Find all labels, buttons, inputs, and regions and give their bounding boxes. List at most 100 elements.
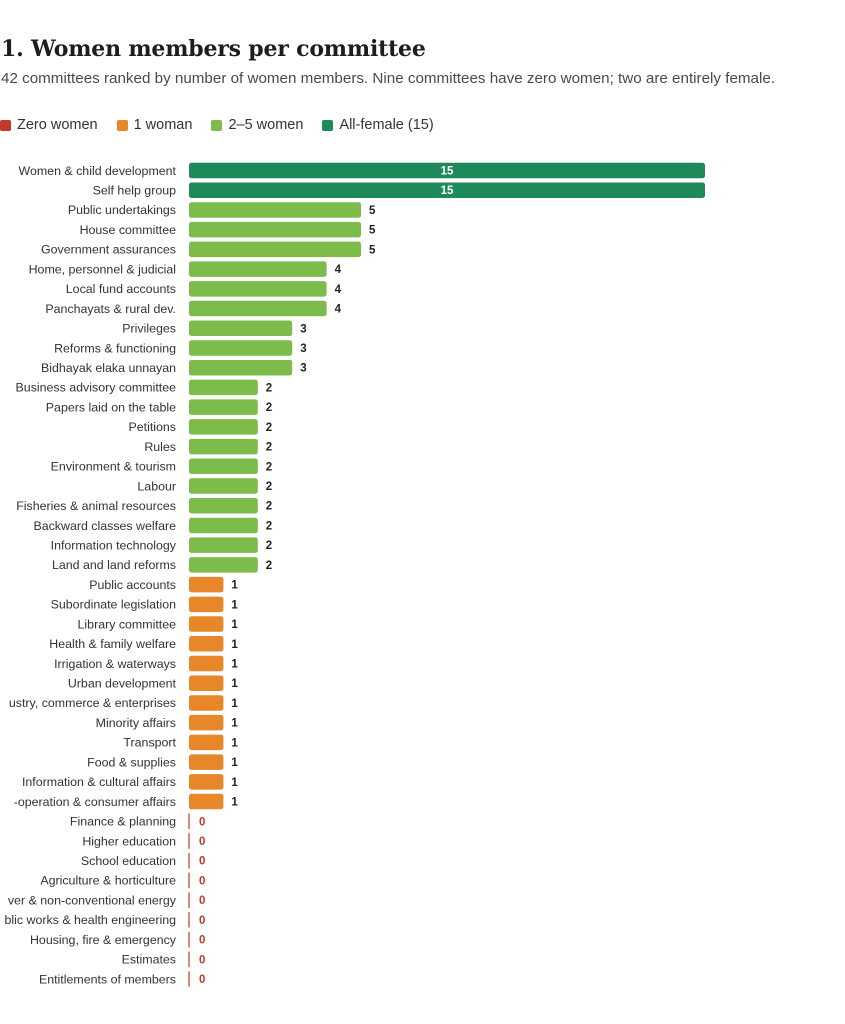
- value-label: 0: [199, 935, 205, 947]
- legend-label-two-five: 2–5 women: [228, 117, 304, 133]
- value-label: 1: [231, 698, 238, 710]
- category-label: ver & non-conventional energy: [8, 893, 177, 907]
- value-label: 0: [199, 816, 205, 828]
- bar: [189, 162, 705, 179]
- chart-subtitle: 42 committees ranked by number of women …: [1, 70, 776, 87]
- value-label: 1: [231, 619, 238, 631]
- value-label: 5: [369, 205, 376, 217]
- value-label: 3: [300, 363, 306, 375]
- category-label: Entitlements of members: [39, 972, 176, 986]
- category-label: Privileges: [122, 322, 176, 336]
- bar: [189, 241, 361, 258]
- category-label: Housing, fire & emergency: [30, 933, 177, 947]
- bar: [189, 458, 258, 475]
- value-label: 4: [335, 284, 342, 296]
- value-label: 4: [335, 264, 342, 276]
- bar: [189, 438, 258, 455]
- category-label: Papers laid on the table: [46, 400, 176, 414]
- value-label: 2: [266, 481, 272, 493]
- category-label: Finance & planning: [70, 815, 176, 829]
- category-label: Environment & tourism: [51, 460, 176, 474]
- bar: [189, 616, 224, 632]
- category-label: Self help group: [93, 184, 176, 198]
- value-label: 1: [231, 718, 238, 730]
- legend-label-all-female: All-female (15): [339, 117, 434, 133]
- value-label: 1: [231, 659, 238, 671]
- category-label: Backward classes welfare: [33, 519, 176, 533]
- category-label: ustry, commerce & enterprises: [9, 696, 176, 710]
- bar: [189, 399, 258, 415]
- bar: [189, 497, 258, 514]
- bar: [189, 221, 361, 238]
- value-label: 1: [231, 580, 238, 592]
- category-label: Information technology: [51, 538, 177, 552]
- bar: [189, 182, 705, 198]
- bar: [189, 754, 224, 770]
- value-label: 2: [266, 402, 272, 414]
- value-label: 0: [199, 895, 205, 907]
- category-label: Reforms & functioning: [54, 341, 176, 355]
- category-label: Food & supplies: [87, 755, 176, 769]
- value-label: 1: [231, 777, 238, 789]
- bar: [189, 281, 327, 297]
- value-label: 2: [266, 442, 272, 454]
- value-label: 1: [231, 678, 238, 690]
- category-label: Minority affairs: [96, 716, 176, 730]
- bar: [189, 793, 224, 810]
- bar: [189, 675, 224, 691]
- bar: [189, 576, 224, 593]
- category-label: Library committee: [78, 617, 177, 631]
- value-label: 2: [266, 422, 272, 434]
- bar: [189, 636, 224, 652]
- value-label: 1: [231, 797, 238, 809]
- bar: [189, 379, 258, 396]
- bar: [189, 359, 293, 376]
- category-label: Women & child development: [19, 164, 177, 178]
- chart-title: 1. Women members per committee: [1, 36, 426, 62]
- category-label: Land and land reforms: [52, 558, 176, 572]
- category-label: School education: [81, 854, 176, 868]
- value-label: 1: [231, 737, 238, 749]
- value-label: 15: [441, 185, 454, 197]
- bar: [189, 202, 361, 218]
- bar: [189, 517, 258, 534]
- bar: [189, 774, 224, 790]
- value-label: 2: [266, 540, 272, 552]
- bar: [189, 320, 293, 337]
- category-label: Public undertakings: [68, 203, 176, 217]
- category-label: Urban development: [68, 677, 177, 691]
- category-label: Bidhayak elaka unnayan: [41, 361, 176, 375]
- category-label: Government assurances: [41, 243, 176, 257]
- bar: [189, 478, 258, 494]
- bar: [189, 261, 327, 277]
- category-label: Petitions: [128, 420, 176, 434]
- legend-swatch-zero: [0, 119, 11, 131]
- value-label: 3: [300, 343, 306, 355]
- bar: [189, 300, 327, 317]
- legend-swatch-all-female: [322, 119, 334, 131]
- value-label: 2: [266, 520, 272, 532]
- category-label: Transport: [123, 736, 176, 750]
- value-label: 0: [199, 856, 205, 868]
- category-label: Irrigation & waterways: [54, 657, 176, 671]
- value-label: 0: [199, 974, 205, 986]
- value-label: 0: [199, 915, 205, 927]
- category-label: Business advisory committee: [16, 381, 177, 395]
- value-label: 0: [199, 836, 205, 848]
- category-label: Rules: [144, 440, 176, 454]
- category-label: Higher education: [82, 834, 176, 848]
- bar: [189, 655, 224, 672]
- category-label: Labour: [137, 479, 176, 493]
- category-label: Agriculture & horticulture: [40, 874, 176, 888]
- value-label: 0: [199, 875, 205, 887]
- category-label: Public accounts: [89, 578, 176, 592]
- category-label: House committee: [80, 223, 177, 237]
- value-label: 3: [300, 323, 306, 335]
- category-label: Home, personnel & judicial: [29, 262, 176, 276]
- bar: [189, 734, 224, 751]
- category-label: Fisheries & animal resources: [16, 499, 176, 513]
- category-label: Subordinate legislation: [51, 598, 176, 612]
- value-label: 15: [441, 166, 454, 178]
- legend-item-all-female: All-female (15): [322, 117, 434, 133]
- value-label: 5: [369, 244, 376, 256]
